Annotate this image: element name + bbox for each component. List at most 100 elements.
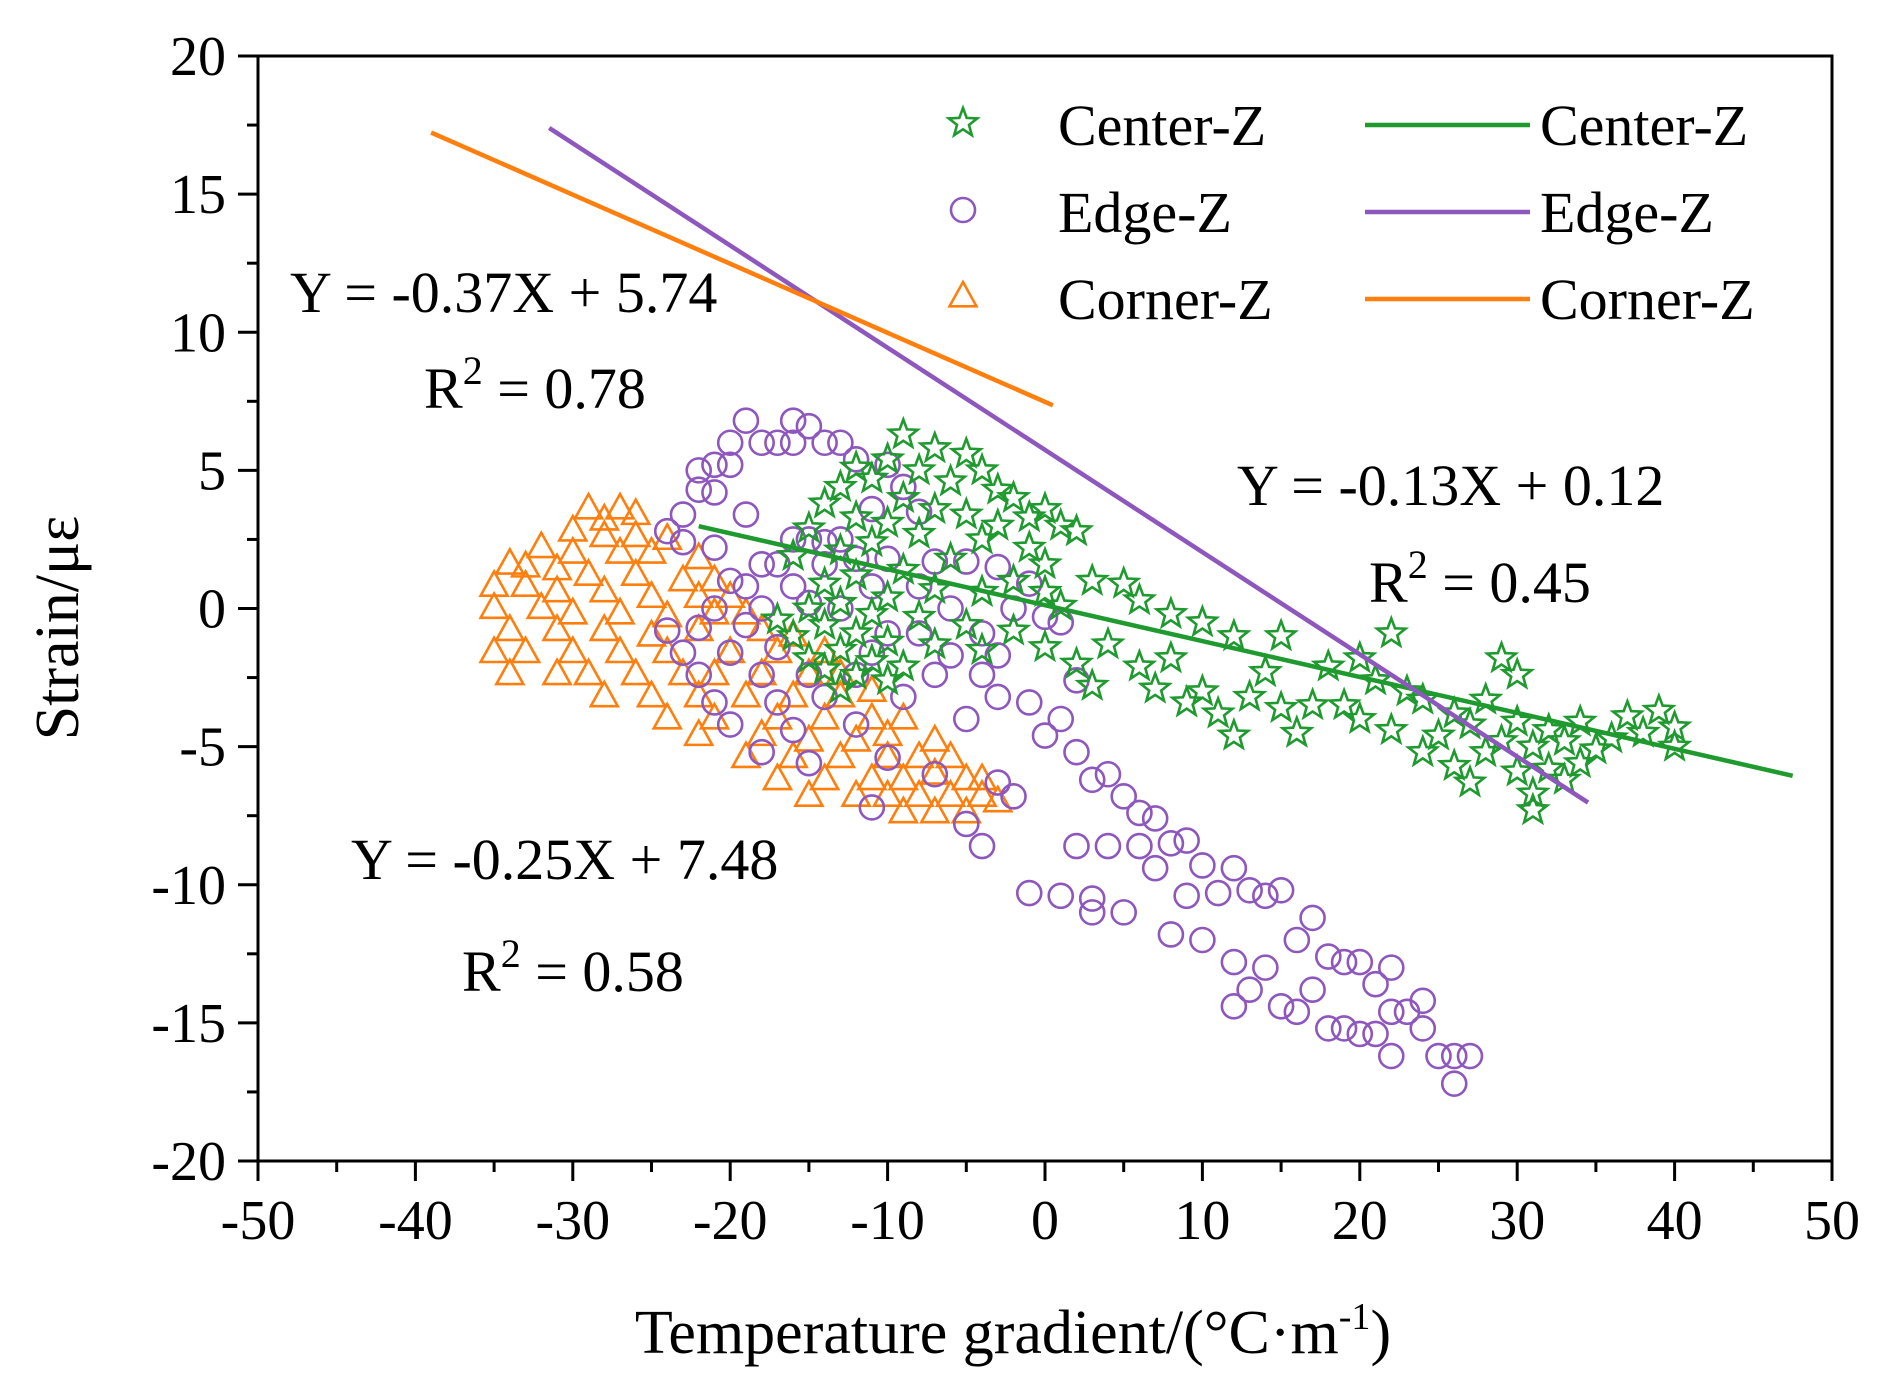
- center-point: [1452, 763, 1488, 798]
- edge-point: [764, 429, 791, 457]
- fit-r2-corner: R2 = 0.58: [462, 931, 684, 1004]
- legend-label-edge-points: Edge-Z: [1058, 180, 1232, 245]
- corner-point: [635, 679, 668, 708]
- center-point: [1200, 694, 1236, 729]
- center-point: [1216, 716, 1252, 751]
- edge-point: [1299, 904, 1326, 932]
- corner-point: [887, 701, 920, 730]
- edge-point: [685, 457, 713, 484]
- center-point: [995, 479, 1032, 514]
- center-point: [822, 669, 859, 704]
- center-point: [1231, 678, 1268, 712]
- edge-point: [1236, 976, 1263, 1004]
- edge-point: [952, 705, 980, 733]
- r2-superscript: 2: [463, 348, 483, 393]
- edge-point: [1078, 885, 1106, 912]
- corner-point: [761, 762, 794, 791]
- edge-point: [1362, 970, 1389, 998]
- corner-point: [793, 723, 825, 752]
- corner-point: [730, 596, 762, 625]
- edge-point: [1189, 926, 1216, 954]
- edge-point: [1126, 799, 1153, 827]
- edge-point: [811, 550, 838, 578]
- corner-point: [903, 739, 935, 769]
- corner-point: [635, 618, 668, 647]
- corner-point: [525, 590, 558, 620]
- r2-superscript: 2: [1408, 542, 1428, 587]
- edge-point: [1377, 998, 1405, 1026]
- center-point: [1184, 672, 1221, 707]
- corner-point: [667, 657, 699, 686]
- corner-point: [620, 657, 652, 686]
- edge-point: [921, 661, 949, 689]
- center-point: [1043, 586, 1079, 621]
- corner-point: [588, 518, 620, 548]
- x-tick-label: 0: [1031, 1190, 1059, 1252]
- y-tick-label: 20: [170, 26, 226, 88]
- edge-point: [827, 526, 854, 553]
- edge-point: [1267, 992, 1295, 1020]
- edge-point: [779, 526, 807, 553]
- center-point: [948, 606, 985, 641]
- corner-point: [557, 535, 589, 564]
- center-point: [1074, 562, 1111, 596]
- center-point: [885, 415, 922, 450]
- center-point: [1420, 716, 1457, 751]
- edge-point: [1283, 998, 1311, 1026]
- center-point: [1184, 603, 1221, 638]
- corner-point: [934, 778, 967, 807]
- center-point: [1326, 686, 1362, 721]
- corner-point: [856, 762, 888, 791]
- edge-point: [858, 639, 886, 667]
- corner-point: [572, 657, 605, 686]
- x-tick-label: -50: [221, 1190, 296, 1252]
- edge-point: [984, 769, 1012, 796]
- center-point: [964, 451, 1000, 486]
- center-point: [1609, 697, 1646, 732]
- corner-point: [919, 756, 951, 785]
- center-point: [1546, 722, 1583, 757]
- edge-point: [1330, 1015, 1358, 1042]
- edge-point: [701, 479, 728, 506]
- edge-point: [685, 614, 713, 642]
- edge-point: [984, 683, 1012, 711]
- tick-labels: -50 -40 -30 -20 -10 0 10 20 30 40 5020151050-5-10-…: [151, 26, 1860, 1252]
- center-point: [854, 459, 890, 494]
- edge-point: [1078, 899, 1106, 926]
- edge-point: [890, 683, 917, 711]
- center-point: [1074, 667, 1111, 702]
- edge-point: [937, 642, 964, 669]
- edge-point: [1110, 783, 1137, 810]
- center-point: [1121, 581, 1158, 616]
- center-point: [1247, 653, 1284, 688]
- center-point: [1515, 774, 1551, 809]
- edge-point: [1315, 943, 1342, 970]
- edge-point: [1189, 852, 1216, 879]
- edge-point: [874, 620, 901, 647]
- center-point: [1027, 545, 1063, 580]
- fit-equation-corner: Y = -0.25X + 7.48: [351, 827, 778, 892]
- r2-value: = 0.58: [521, 939, 684, 1004]
- corner-point: [698, 657, 731, 686]
- center-point: [1043, 506, 1079, 541]
- x-tick-label: -20: [693, 1190, 768, 1252]
- y-tick-label: 5: [198, 440, 226, 502]
- center-point: [1641, 691, 1677, 726]
- corner-point: [966, 778, 998, 807]
- center-point: [806, 606, 843, 641]
- center-point: [1341, 639, 1378, 674]
- edge-point: [1094, 760, 1122, 788]
- edge-point: [842, 711, 870, 738]
- r2-value: = 0.78: [483, 356, 646, 421]
- center-point: [979, 506, 1016, 541]
- center-point: [869, 622, 906, 657]
- corner-point: [840, 723, 872, 752]
- center-point: [1515, 727, 1551, 762]
- corner-point: [572, 491, 605, 520]
- edge-point: [1377, 1042, 1405, 1070]
- corner-point: [557, 596, 589, 625]
- edge-point: [685, 661, 713, 689]
- edge-point: [795, 412, 823, 440]
- center-point: [979, 470, 1016, 505]
